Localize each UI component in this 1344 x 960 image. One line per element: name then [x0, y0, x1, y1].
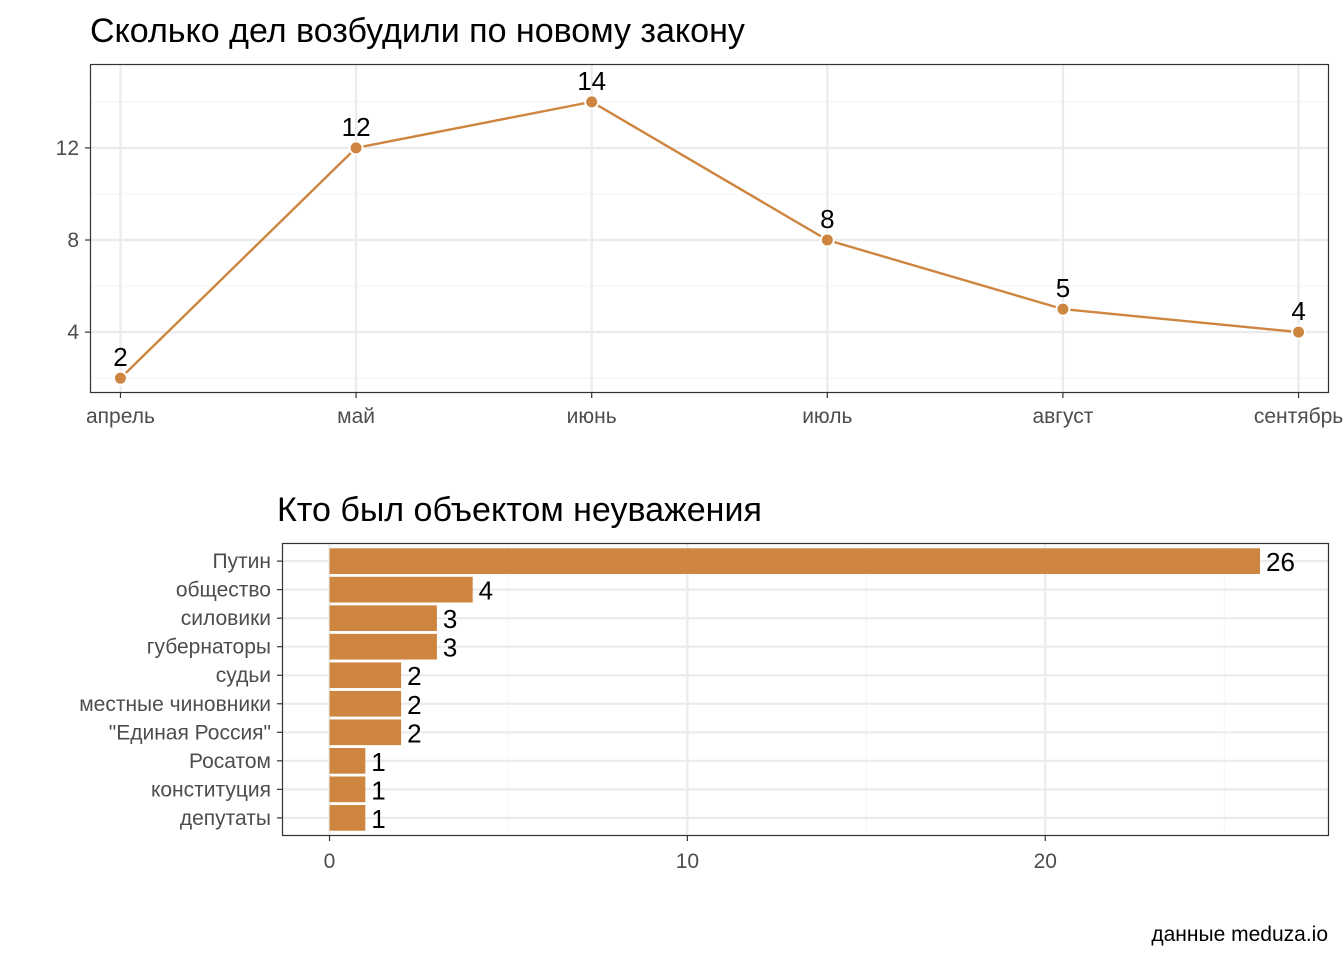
- line-chart-panel: Сколько дел возбудили по новому закону 2…: [56, 12, 1344, 428]
- caption: данные meduza.io: [1151, 923, 1328, 946]
- data-point: [586, 96, 598, 108]
- y-tick-label: 8: [67, 229, 79, 252]
- bar: [329, 662, 402, 689]
- bar-chart-panel: Кто был объектом неуважения 26433222111 …: [79, 491, 1330, 873]
- data-label: 4: [1291, 296, 1305, 326]
- x-tick-label: 20: [1034, 850, 1057, 873]
- data-label: 3: [443, 633, 457, 663]
- bar: [329, 576, 473, 603]
- x-tick-label: август: [1032, 405, 1093, 428]
- bar: [329, 805, 366, 831]
- data-label: 3: [443, 604, 457, 634]
- bar: [329, 719, 402, 746]
- series-line: [119, 100, 1299, 380]
- data-point: [350, 142, 362, 154]
- data-label: 4: [479, 576, 493, 606]
- data-label: 2: [113, 342, 127, 372]
- bar-chart-panel-border: [281, 542, 1330, 837]
- data-label: 2: [407, 690, 421, 720]
- category-label: силовики: [181, 607, 271, 630]
- data-label: 14: [577, 66, 606, 96]
- category-label: конституция: [151, 778, 271, 801]
- x-tick-label: сентябрь: [1254, 405, 1343, 428]
- category-label: Путин: [212, 550, 271, 573]
- bar: [329, 548, 1261, 574]
- data-label: 26: [1266, 547, 1295, 577]
- line-chart-title: Сколько дел возбудили по новому закону: [90, 12, 745, 50]
- data-label: 1: [371, 747, 385, 777]
- data-point: [1057, 303, 1069, 315]
- category-label: Росатом: [189, 750, 271, 773]
- y-tick-label: 12: [56, 137, 79, 160]
- data-label: 5: [1056, 273, 1070, 303]
- x-tick-label: июнь: [567, 405, 617, 428]
- category-label: общество: [176, 579, 271, 602]
- bar: [329, 605, 437, 632]
- line-chart-grid: [91, 65, 1328, 392]
- line-chart-marks: 2 12 14 8 5 4: [112, 66, 1307, 386]
- bar: [329, 690, 402, 717]
- data-point: [821, 234, 833, 246]
- category-label: судьи: [216, 664, 271, 687]
- line-chart-axes: 4 8 12 апрель май июнь июль август сентябрь: [56, 137, 1344, 428]
- data-point: [1293, 326, 1305, 338]
- bar-chart-axes: Путин общество силовики губернаторы судьи мес…: [79, 550, 1057, 873]
- data-label: 2: [407, 661, 421, 691]
- category-label: "Единая Россия": [109, 721, 271, 744]
- data-label: 2: [407, 718, 421, 748]
- data-point: [114, 372, 126, 384]
- bar: [329, 747, 366, 774]
- category-label: губернаторы: [147, 636, 271, 659]
- bar: [329, 633, 437, 660]
- data-label: 1: [371, 775, 385, 805]
- x-tick-label: 10: [676, 850, 699, 873]
- bar: [329, 776, 366, 803]
- data-label: 8: [820, 204, 834, 234]
- x-tick-label: апрель: [86, 405, 155, 428]
- category-label: местные чиновники: [79, 693, 271, 716]
- category-label: депутаты: [180, 807, 271, 830]
- bar-chart-title: Кто был объектом неуважения: [277, 491, 762, 529]
- x-tick-label: 0: [324, 850, 336, 873]
- data-label: 12: [342, 112, 371, 142]
- data-label: 1: [371, 804, 385, 834]
- x-tick-label: июль: [802, 405, 852, 428]
- y-tick-label: 4: [67, 321, 79, 344]
- x-tick-label: май: [337, 405, 375, 428]
- line-chart-panel-border: [89, 63, 1330, 394]
